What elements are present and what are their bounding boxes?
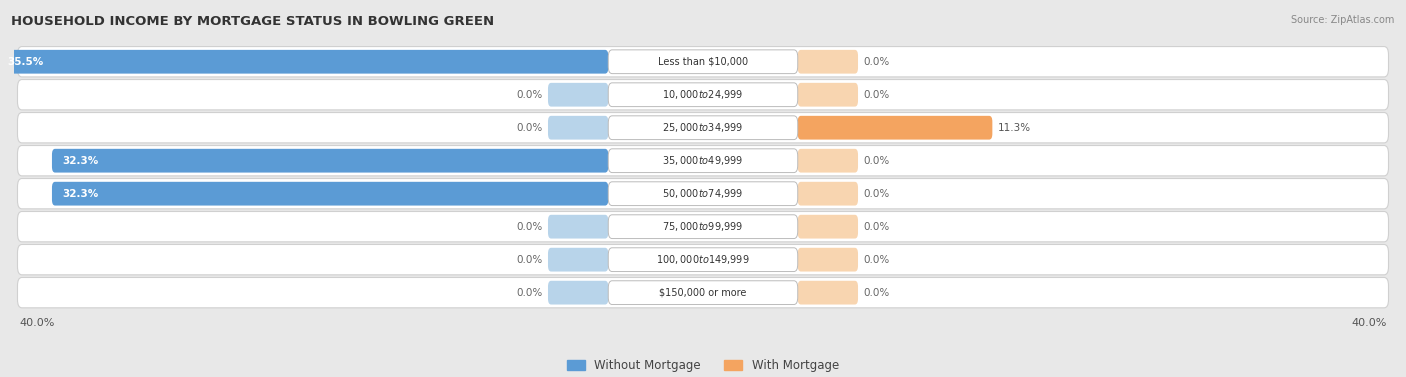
Text: $100,000 to $149,999: $100,000 to $149,999 — [657, 253, 749, 266]
Text: Less than $10,000: Less than $10,000 — [658, 57, 748, 67]
FancyBboxPatch shape — [609, 182, 797, 205]
Text: 0.0%: 0.0% — [516, 90, 543, 100]
FancyBboxPatch shape — [609, 149, 797, 173]
Text: 0.0%: 0.0% — [863, 57, 890, 67]
FancyBboxPatch shape — [609, 116, 797, 139]
Text: 0.0%: 0.0% — [516, 288, 543, 298]
FancyBboxPatch shape — [797, 116, 993, 139]
FancyBboxPatch shape — [797, 83, 858, 107]
FancyBboxPatch shape — [17, 179, 1389, 209]
Text: 0.0%: 0.0% — [516, 254, 543, 265]
FancyBboxPatch shape — [0, 50, 609, 74]
Text: 0.0%: 0.0% — [863, 156, 890, 166]
Legend: Without Mortgage, With Mortgage: Without Mortgage, With Mortgage — [562, 355, 844, 377]
Text: HOUSEHOLD INCOME BY MORTGAGE STATUS IN BOWLING GREEN: HOUSEHOLD INCOME BY MORTGAGE STATUS IN B… — [11, 15, 495, 28]
Text: 0.0%: 0.0% — [863, 222, 890, 232]
FancyBboxPatch shape — [548, 215, 609, 239]
Text: $35,000 to $49,999: $35,000 to $49,999 — [662, 154, 744, 167]
Text: Source: ZipAtlas.com: Source: ZipAtlas.com — [1291, 15, 1395, 25]
FancyBboxPatch shape — [17, 47, 1389, 77]
FancyBboxPatch shape — [17, 277, 1389, 308]
Text: 40.0%: 40.0% — [20, 318, 55, 328]
Text: 0.0%: 0.0% — [863, 90, 890, 100]
Text: 40.0%: 40.0% — [1351, 318, 1386, 328]
FancyBboxPatch shape — [548, 83, 609, 107]
FancyBboxPatch shape — [609, 83, 797, 107]
FancyBboxPatch shape — [797, 50, 858, 74]
FancyBboxPatch shape — [609, 248, 797, 271]
FancyBboxPatch shape — [797, 248, 858, 271]
Text: 0.0%: 0.0% — [516, 222, 543, 232]
Text: $25,000 to $34,999: $25,000 to $34,999 — [662, 121, 744, 134]
Text: $10,000 to $24,999: $10,000 to $24,999 — [662, 88, 744, 101]
FancyBboxPatch shape — [52, 182, 609, 205]
FancyBboxPatch shape — [548, 116, 609, 139]
FancyBboxPatch shape — [609, 281, 797, 305]
Text: 0.0%: 0.0% — [516, 123, 543, 133]
FancyBboxPatch shape — [797, 182, 858, 205]
Text: $50,000 to $74,999: $50,000 to $74,999 — [662, 187, 744, 200]
Text: 35.5%: 35.5% — [7, 57, 44, 67]
Text: $75,000 to $99,999: $75,000 to $99,999 — [662, 220, 744, 233]
Text: 0.0%: 0.0% — [863, 288, 890, 298]
FancyBboxPatch shape — [52, 149, 609, 173]
Text: $150,000 or more: $150,000 or more — [659, 288, 747, 298]
Text: 32.3%: 32.3% — [62, 188, 98, 199]
FancyBboxPatch shape — [17, 80, 1389, 110]
FancyBboxPatch shape — [17, 112, 1389, 143]
Text: 11.3%: 11.3% — [997, 123, 1031, 133]
Text: 0.0%: 0.0% — [863, 188, 890, 199]
Text: 0.0%: 0.0% — [863, 254, 890, 265]
FancyBboxPatch shape — [797, 149, 858, 173]
FancyBboxPatch shape — [797, 281, 858, 305]
FancyBboxPatch shape — [609, 50, 797, 74]
FancyBboxPatch shape — [548, 248, 609, 271]
FancyBboxPatch shape — [797, 215, 858, 239]
FancyBboxPatch shape — [548, 281, 609, 305]
Text: 32.3%: 32.3% — [62, 156, 98, 166]
FancyBboxPatch shape — [609, 215, 797, 239]
FancyBboxPatch shape — [17, 244, 1389, 275]
FancyBboxPatch shape — [17, 146, 1389, 176]
FancyBboxPatch shape — [17, 211, 1389, 242]
